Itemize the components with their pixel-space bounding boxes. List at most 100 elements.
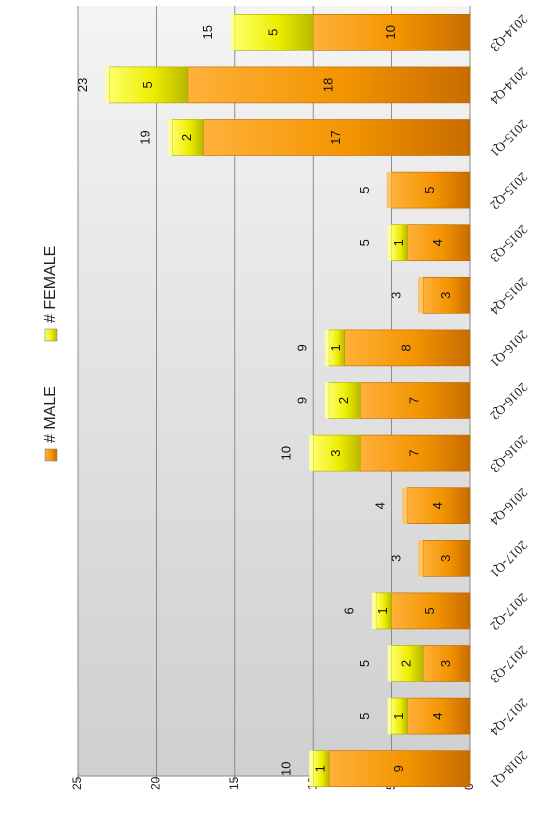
female-value-label: 2 xyxy=(179,134,194,141)
bar-male xyxy=(391,592,471,630)
bar-female-cap xyxy=(309,750,314,787)
male-value-label: 4 xyxy=(430,502,445,509)
female-value-label: 1 xyxy=(328,344,343,351)
female-value-label: 2 xyxy=(399,660,414,667)
bar-male xyxy=(406,487,471,525)
category-label: 2014-Q4 xyxy=(487,64,531,108)
category-label: 2015-Q2 xyxy=(487,170,530,213)
total-label: 19 xyxy=(138,130,153,144)
bar-male xyxy=(359,434,471,472)
female-value-label: 1 xyxy=(375,607,390,614)
male-value-label: 5 xyxy=(422,186,437,193)
bar-female xyxy=(328,382,361,419)
bar-male xyxy=(406,224,471,261)
bar-female-cap xyxy=(371,592,376,629)
value-tick-label: 20 xyxy=(149,776,163,790)
bar-male xyxy=(391,171,471,209)
male-value-label: 3 xyxy=(438,292,453,299)
bar-male xyxy=(406,697,471,735)
female-value-label: 3 xyxy=(328,449,343,456)
bar-female-cap xyxy=(230,14,235,51)
male-value-label: 8 xyxy=(399,344,414,351)
category-label: 2017-Q1 xyxy=(487,538,530,581)
bar-female-cap xyxy=(105,66,110,103)
value-tick-label: 15 xyxy=(227,776,241,790)
bar-male xyxy=(344,329,471,367)
female-value-label: 5 xyxy=(140,81,155,88)
legend-label: # FEMALE xyxy=(42,246,59,323)
category-label: 2017-Q4 xyxy=(487,696,531,740)
bar-female xyxy=(234,14,314,51)
male-value-label: 5 xyxy=(422,607,437,614)
bar-female-cap xyxy=(168,119,173,156)
male-value-label: 7 xyxy=(407,449,422,456)
bar-male xyxy=(328,750,471,788)
total-label: 3 xyxy=(388,555,403,562)
female-value-label: 1 xyxy=(391,239,406,246)
bar-male-cap xyxy=(417,277,423,314)
bar-male xyxy=(422,539,471,577)
total-label: 23 xyxy=(75,78,90,92)
bar-female-cap xyxy=(387,698,392,735)
male-value-label: 17 xyxy=(328,130,343,144)
female-value-label: 5 xyxy=(265,29,280,36)
bar-male-cap xyxy=(417,540,423,577)
bar-male-cap xyxy=(386,172,392,209)
male-value-label: 9 xyxy=(391,765,406,772)
male-value-label: 3 xyxy=(438,555,453,562)
male-value-label: 7 xyxy=(407,397,422,404)
total-label: 15 xyxy=(200,25,215,39)
bar-female-cap xyxy=(324,382,329,419)
total-label: 5 xyxy=(357,239,372,246)
legend: # MALE # FEMALE xyxy=(42,246,59,462)
bar-male xyxy=(422,276,471,314)
female-value-label: 1 xyxy=(391,712,406,719)
total-label: 9 xyxy=(294,344,309,351)
legend-label: # MALE xyxy=(42,386,59,443)
category-label: 2016-Q3 xyxy=(487,433,530,476)
male-value-label: 3 xyxy=(438,660,453,667)
bar-male xyxy=(203,119,471,156)
category-label: 2015-Q1 xyxy=(487,117,530,160)
category-label: 2017-Q3 xyxy=(487,643,530,686)
female-value-label: 1 xyxy=(312,765,327,772)
total-label: 10 xyxy=(279,446,294,460)
bar-female-cap xyxy=(324,329,329,366)
total-label: 3 xyxy=(388,292,403,299)
male-value-label: 4 xyxy=(430,712,445,719)
category-label: 2014-Q3 xyxy=(487,12,530,55)
bar-female xyxy=(109,66,189,104)
bar-female-cap xyxy=(309,435,314,472)
male-value-label: 18 xyxy=(320,78,335,92)
category-label: 2016-Q4 xyxy=(487,485,531,529)
female-value-label: 2 xyxy=(336,397,351,404)
category-label: 2015-Q4 xyxy=(487,275,531,319)
male-value-label: 10 xyxy=(383,25,398,39)
total-label: 5 xyxy=(357,660,372,667)
bar-male-cap xyxy=(402,487,408,524)
total-label: 5 xyxy=(357,712,372,719)
total-label: 5 xyxy=(357,186,372,193)
category-labels: 2014-Q3 2014-Q4 2015-Q1 2015-Q2 2015-Q3 2015-… xyxy=(487,12,531,792)
bar-female-cap xyxy=(387,224,392,261)
total-label: 10 xyxy=(279,761,294,775)
male-value-label: 4 xyxy=(430,239,445,246)
bar-female-cap xyxy=(387,645,392,682)
legend-swatch xyxy=(44,448,58,462)
category-label: 2016-Q2 xyxy=(487,380,530,423)
category-label: 2018-Q1 xyxy=(487,748,530,791)
bar-female xyxy=(171,119,204,156)
bar-male xyxy=(422,645,471,682)
legend-swatch xyxy=(44,328,58,342)
category-label: 2016-Q1 xyxy=(487,327,530,370)
value-tick-label: 25 xyxy=(70,776,84,790)
bar-male xyxy=(312,14,471,51)
category-label: 2015-Q3 xyxy=(487,222,530,265)
total-label: 6 xyxy=(341,607,356,614)
category-label: 2017-Q2 xyxy=(487,590,530,633)
bar-male xyxy=(359,382,471,419)
total-label: 4 xyxy=(373,502,388,509)
